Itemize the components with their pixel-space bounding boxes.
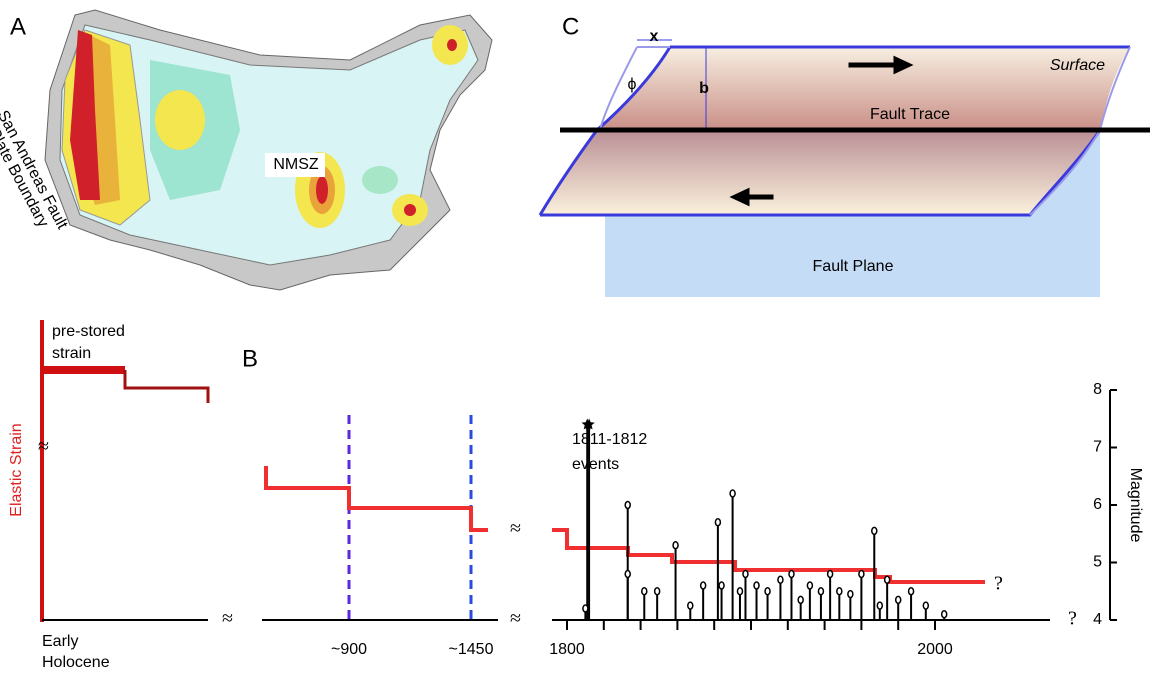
question-mark: ? [1068, 608, 1077, 630]
event-head [624, 500, 631, 510]
events-label: events [572, 456, 619, 473]
panel-label: C [562, 13, 579, 40]
event-head [582, 604, 589, 613]
surface-label: Surface [1050, 57, 1105, 74]
event-head [699, 581, 707, 590]
break-mark: ≈ [38, 436, 49, 458]
event-head [894, 595, 902, 605]
panel-label: A [10, 13, 26, 40]
break-mark: ≈ [510, 518, 521, 540]
strain-label: pre-stored [52, 323, 125, 340]
event-head [753, 581, 760, 590]
event-head [871, 526, 878, 536]
event-head [883, 575, 891, 584]
y2-tick-label: 7 [1093, 439, 1102, 456]
x-tick-label: 2000 [917, 641, 953, 658]
question-mark: ? [994, 573, 1003, 595]
event-head [858, 569, 865, 579]
early-label: Holocene [42, 654, 110, 671]
nmsz-label: NMSZ [273, 156, 319, 173]
early-label: Early [42, 633, 78, 650]
event-head [714, 518, 722, 527]
y2-tick-label: 8 [1093, 381, 1102, 398]
events-label: 1811-1812 [572, 431, 647, 448]
x-tick-label: 1800 [549, 641, 585, 658]
event-head [672, 541, 679, 550]
x-label: x [650, 28, 659, 45]
y2-tick-label: 5 [1093, 554, 1102, 571]
age-label: ~900 [331, 641, 367, 658]
event-head [641, 587, 648, 596]
break-mark: ≈ [510, 608, 521, 630]
y2-tick-label: 6 [1093, 496, 1102, 513]
event-head [729, 489, 736, 498]
event-head [847, 589, 854, 599]
plane-label: Fault Plane [813, 258, 894, 275]
event-head [687, 601, 694, 610]
event-head [624, 569, 631, 579]
event-head [797, 595, 804, 605]
b-label: b [699, 80, 709, 97]
trace-label: Fault Trace [870, 106, 950, 123]
y2-axis-title: Magnitude [1127, 468, 1144, 543]
event-head [718, 581, 725, 590]
y2-tick-label: 4 [1093, 611, 1102, 628]
event-head [817, 587, 825, 596]
fault-diagram [538, 39, 1150, 297]
event-head [742, 569, 749, 579]
event-head [653, 587, 661, 596]
event-head [940, 610, 948, 619]
age-label: ~1450 [449, 641, 494, 658]
event-head [907, 587, 915, 596]
event-head [876, 601, 884, 610]
map [44, 9, 493, 291]
y-axis-title: Elastic Strain [8, 423, 25, 516]
event-head [764, 587, 771, 596]
event-head [836, 587, 843, 596]
event-head [826, 569, 834, 579]
event-head [806, 581, 814, 590]
event-head [736, 587, 744, 596]
events-plot: 4 5 6 7 8 1800 2000 [549, 381, 1117, 658]
phi-label: ϕ [628, 76, 637, 93]
event-head [922, 601, 930, 610]
panel-label: B [242, 345, 258, 372]
event-star [583, 418, 595, 430]
event-head [788, 569, 795, 579]
break-mark: ≈ [222, 608, 233, 630]
event-head [777, 575, 784, 584]
strain-label: strain [52, 345, 91, 362]
